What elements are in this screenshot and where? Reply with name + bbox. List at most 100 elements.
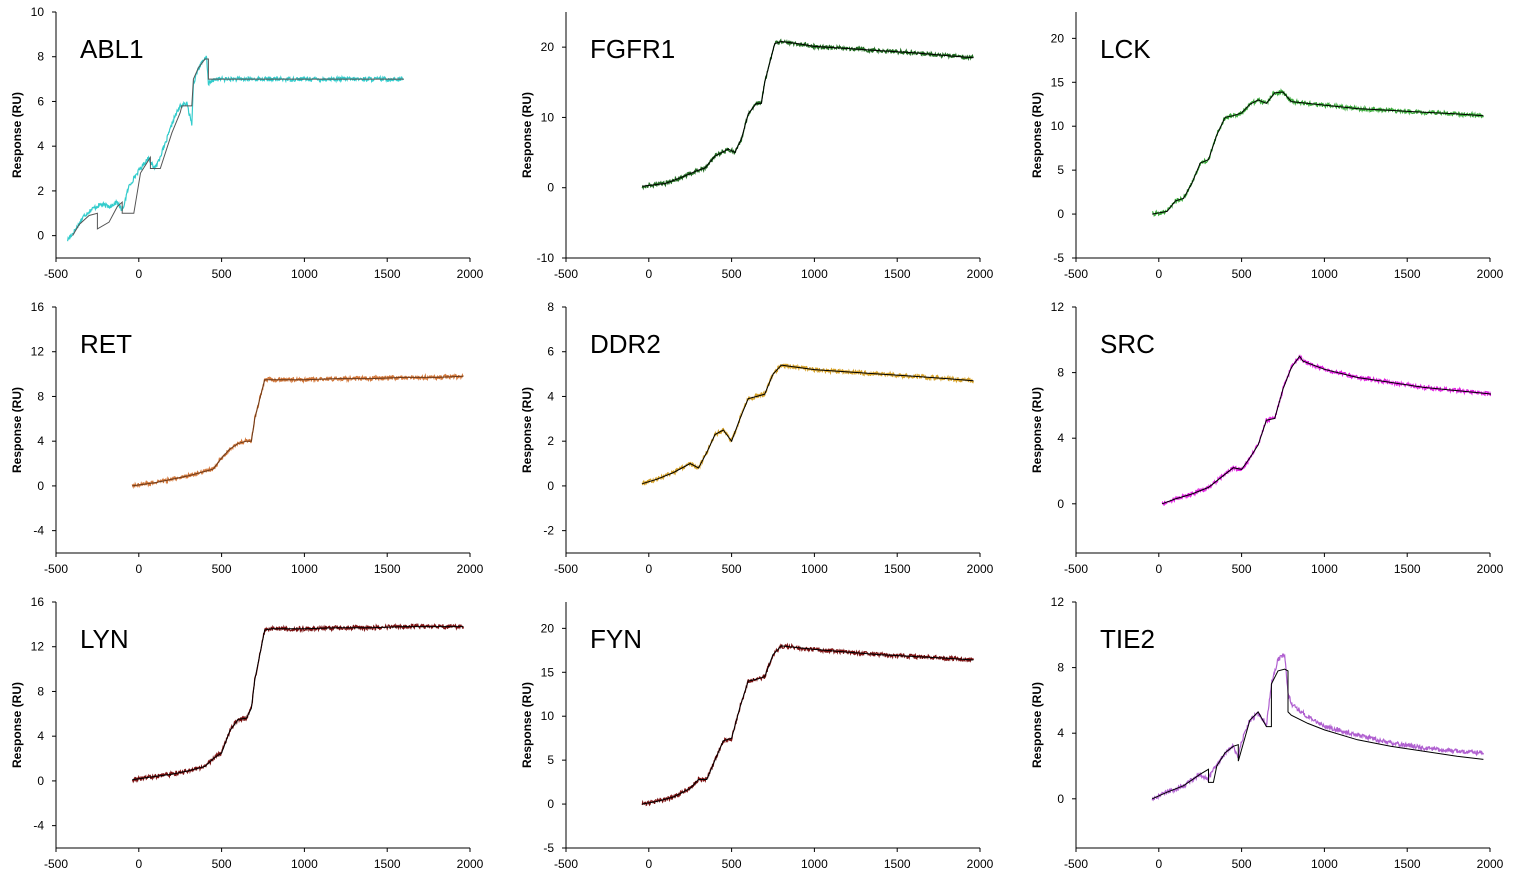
chart-title: LCK bbox=[1100, 34, 1151, 64]
y-tick-label: 20 bbox=[541, 40, 555, 54]
y-tick-label: 4 bbox=[37, 434, 44, 448]
x-tick-label: 500 bbox=[722, 857, 742, 871]
x-tick-label: 1000 bbox=[801, 857, 828, 871]
x-tick-label: 2000 bbox=[457, 857, 484, 871]
chart-panel-abl1: -50005001000150020000246810Time (s)Respo… bbox=[0, 0, 510, 307]
y-tick-label: 10 bbox=[31, 5, 45, 19]
chart-panel-src: -500050010001500200004812Time (s)Respons… bbox=[1020, 295, 1530, 602]
chart-title: RET bbox=[80, 329, 132, 359]
y-tick-label: 4 bbox=[1057, 431, 1064, 445]
x-tick-label: 500 bbox=[722, 267, 742, 281]
fit-series-line bbox=[132, 375, 464, 487]
y-tick-label: 4 bbox=[37, 139, 44, 153]
x-tick-label: 500 bbox=[1232, 562, 1252, 576]
y-axis-label: Response (RU) bbox=[10, 682, 24, 768]
x-tick-label: -500 bbox=[1064, 562, 1088, 576]
y-tick-label: 0 bbox=[547, 479, 554, 493]
y-tick-label: 8 bbox=[37, 684, 44, 698]
x-tick-label: 1000 bbox=[291, 267, 318, 281]
data-series-line bbox=[1151, 653, 1484, 802]
y-axis-label: Response (RU) bbox=[10, 92, 24, 178]
x-tick-label: 500 bbox=[1232, 267, 1252, 281]
chart-svg: -500050010001500200004812Time (s)Respons… bbox=[1030, 300, 1504, 602]
y-tick-label: 15 bbox=[541, 665, 555, 679]
x-tick-label: 500 bbox=[212, 857, 232, 871]
x-tick-label: -500 bbox=[44, 562, 68, 576]
fit-series-line bbox=[72, 58, 404, 236]
x-tick-label: 0 bbox=[645, 857, 652, 871]
y-tick-label: 4 bbox=[1057, 726, 1064, 740]
y-tick-label: 4 bbox=[37, 729, 44, 743]
data-series-line bbox=[641, 38, 974, 191]
y-axis-label: Response (RU) bbox=[1030, 682, 1044, 768]
y-tick-label: 8 bbox=[1057, 661, 1064, 675]
y-axis-label: Response (RU) bbox=[1030, 387, 1044, 473]
y-tick-label: 8 bbox=[1057, 366, 1064, 380]
x-tick-label: 1000 bbox=[291, 857, 318, 871]
x-tick-label: 1500 bbox=[884, 562, 911, 576]
x-tick-label: 0 bbox=[645, 267, 652, 281]
y-tick-label: -2 bbox=[543, 524, 554, 538]
chart-title: FGFR1 bbox=[590, 34, 675, 64]
y-tick-label: 16 bbox=[31, 300, 45, 314]
fit-series-line bbox=[642, 40, 974, 187]
y-tick-label: 0 bbox=[547, 797, 554, 811]
fit-series-line bbox=[1151, 668, 1484, 800]
y-tick-label: 0 bbox=[1057, 497, 1064, 511]
y-tick-label: 10 bbox=[1051, 119, 1065, 133]
x-tick-label: 2000 bbox=[967, 562, 994, 576]
data-series-line bbox=[641, 642, 974, 807]
chart-svg: -50005001000150020000246810Time (s)Respo… bbox=[10, 5, 484, 307]
x-tick-label: 500 bbox=[212, 267, 232, 281]
chart-title: ABL1 bbox=[80, 34, 144, 64]
x-tick-label: 0 bbox=[1155, 267, 1162, 281]
y-tick-label: -5 bbox=[543, 841, 554, 855]
y-tick-label: 20 bbox=[1051, 31, 1065, 45]
y-tick-label: 6 bbox=[547, 345, 554, 359]
x-tick-label: 1500 bbox=[1394, 562, 1421, 576]
y-tick-label: 16 bbox=[31, 595, 45, 609]
y-tick-label: 4 bbox=[547, 389, 554, 403]
x-tick-label: 1500 bbox=[374, 857, 401, 871]
chart-title: TIE2 bbox=[1100, 624, 1155, 654]
y-tick-label: -4 bbox=[33, 819, 44, 833]
x-tick-label: 1000 bbox=[1311, 267, 1338, 281]
x-tick-label: 0 bbox=[1155, 857, 1162, 871]
y-tick-label: 12 bbox=[1051, 595, 1065, 609]
fit-series-line bbox=[132, 626, 464, 781]
y-tick-label: 20 bbox=[541, 621, 555, 635]
x-tick-label: -500 bbox=[44, 267, 68, 281]
y-tick-label: 5 bbox=[1057, 163, 1064, 177]
x-tick-label: 500 bbox=[722, 562, 742, 576]
x-tick-label: 1500 bbox=[374, 562, 401, 576]
data-series-line bbox=[1161, 354, 1491, 506]
y-tick-label: 0 bbox=[1057, 207, 1064, 221]
x-tick-label: 1000 bbox=[801, 267, 828, 281]
x-tick-label: 500 bbox=[212, 562, 232, 576]
fit-series-line bbox=[642, 364, 974, 485]
fit-series-line bbox=[1161, 355, 1491, 505]
data-series-line bbox=[641, 363, 974, 486]
data-series-line bbox=[131, 373, 464, 490]
x-tick-label: 0 bbox=[1155, 562, 1162, 576]
y-axis-label: Response (RU) bbox=[520, 387, 534, 473]
x-tick-label: 2000 bbox=[967, 267, 994, 281]
x-tick-label: 1500 bbox=[884, 267, 911, 281]
data-series-line bbox=[1151, 88, 1484, 218]
y-tick-label: 6 bbox=[37, 94, 44, 108]
chart-title: FYN bbox=[590, 624, 642, 654]
y-tick-label: 12 bbox=[31, 345, 45, 359]
data-series-line bbox=[131, 622, 464, 784]
x-tick-label: 2000 bbox=[457, 562, 484, 576]
x-tick-label: 2000 bbox=[457, 267, 484, 281]
